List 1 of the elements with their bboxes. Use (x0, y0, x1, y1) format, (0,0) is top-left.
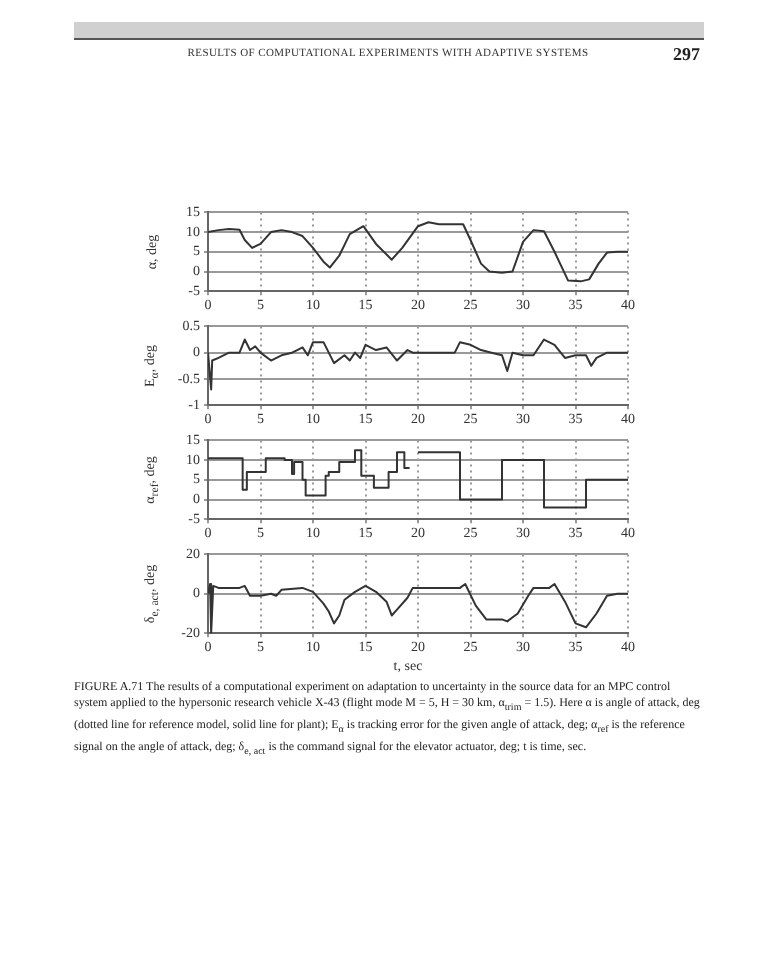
text: 297 (673, 44, 700, 64)
